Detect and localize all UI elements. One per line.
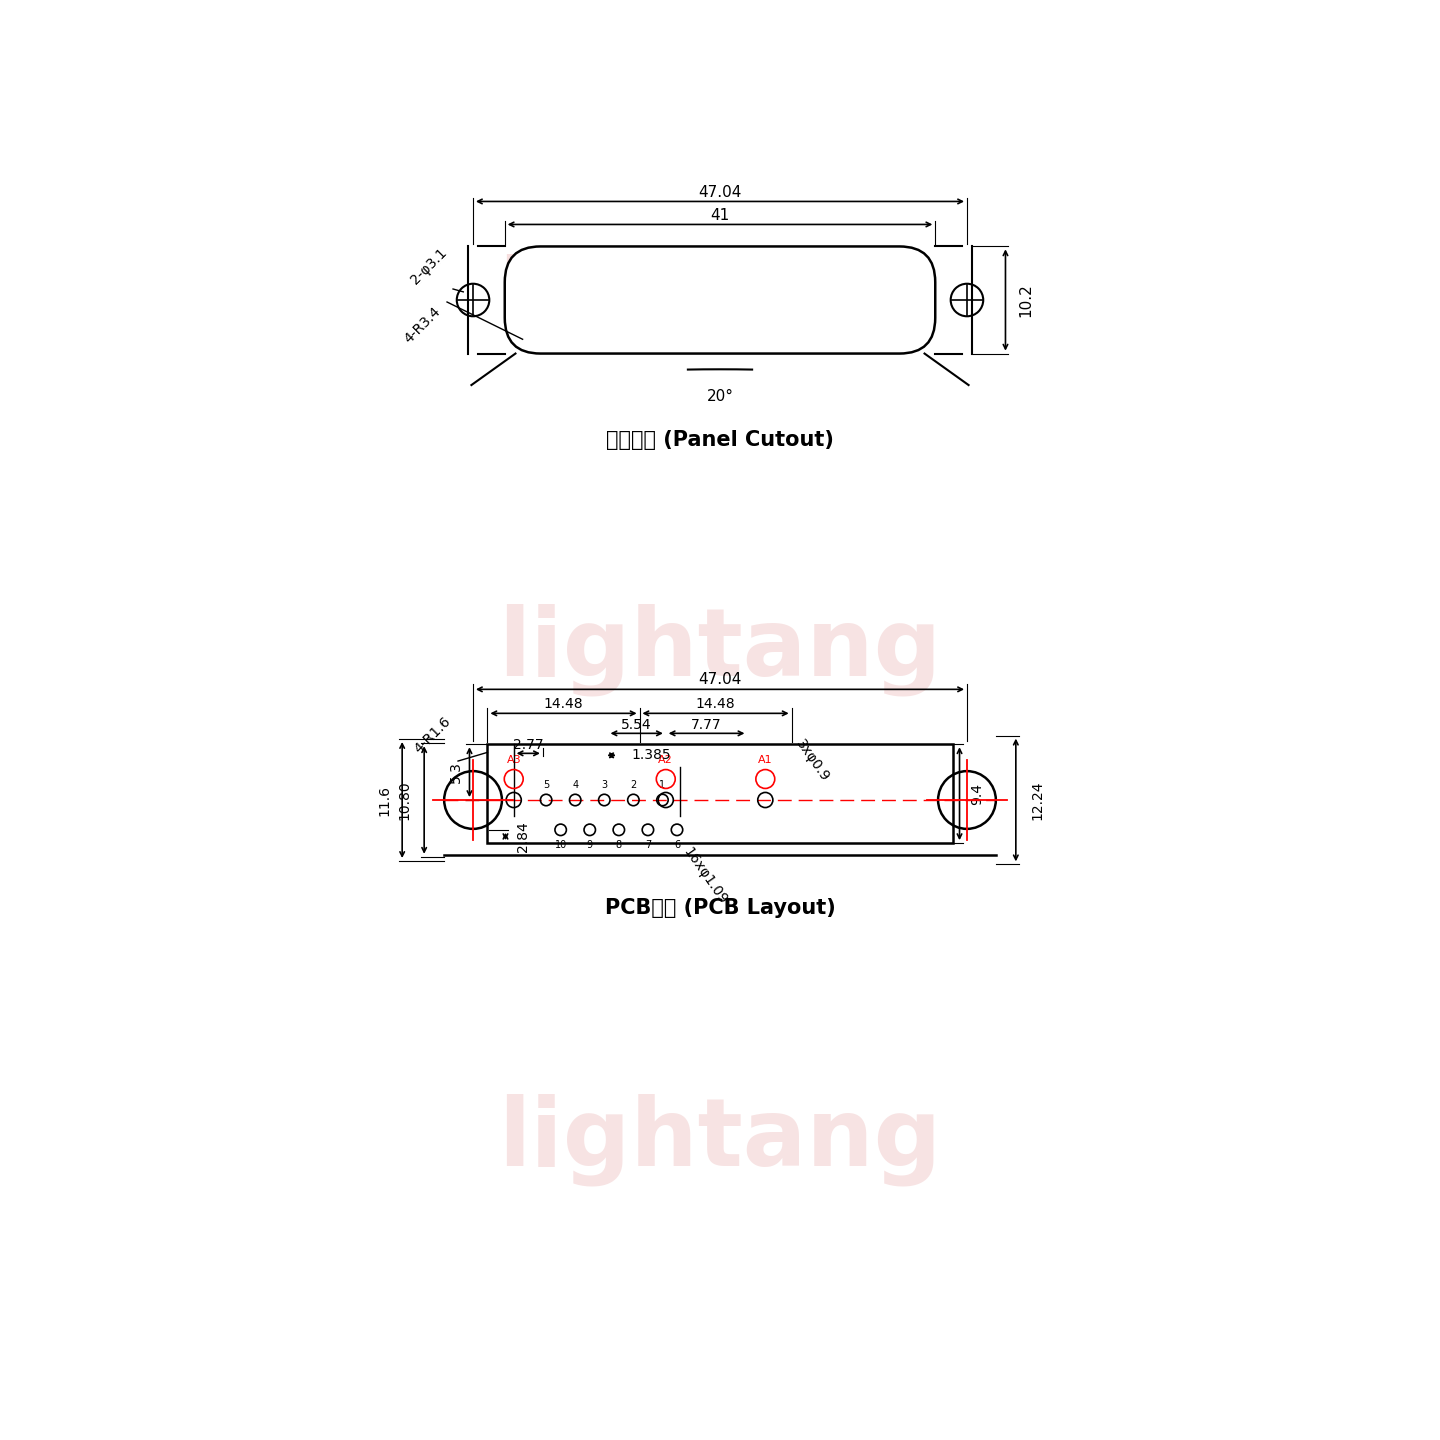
Text: 2-φ3.1: 2-φ3.1 — [409, 245, 451, 287]
Text: 1.385: 1.385 — [632, 749, 671, 762]
Text: 10: 10 — [554, 840, 567, 850]
Text: 10.2: 10.2 — [1018, 284, 1032, 317]
Text: lightang: lightang — [498, 253, 942, 346]
Text: 面板开孔 (Panel Cutout): 面板开孔 (Panel Cutout) — [606, 431, 834, 451]
Text: 9: 9 — [586, 840, 593, 850]
Text: 9.4: 9.4 — [971, 783, 985, 805]
FancyBboxPatch shape — [505, 246, 935, 354]
Text: 14.48: 14.48 — [544, 697, 583, 711]
Text: 4-R1.6: 4-R1.6 — [410, 714, 454, 756]
Text: 47.04: 47.04 — [698, 184, 742, 200]
Text: 2: 2 — [631, 780, 636, 791]
Text: A3: A3 — [507, 755, 521, 765]
Text: 12.24: 12.24 — [1031, 780, 1045, 819]
Text: 4-R3.4: 4-R3.4 — [402, 304, 444, 346]
Text: lightang: lightang — [498, 603, 942, 697]
Text: 6: 6 — [674, 840, 680, 850]
Text: 7: 7 — [645, 840, 651, 850]
Text: 10.80: 10.80 — [397, 780, 412, 819]
Text: 1: 1 — [660, 780, 665, 791]
Text: 20°: 20° — [707, 389, 733, 405]
Text: 41: 41 — [710, 207, 730, 223]
Text: 47.04: 47.04 — [698, 672, 742, 687]
Bar — [488, 744, 952, 842]
Text: 14.48: 14.48 — [696, 697, 736, 711]
Text: 8: 8 — [616, 840, 622, 850]
Text: 5: 5 — [543, 780, 549, 791]
Text: lightang: lightang — [498, 1094, 942, 1187]
Text: 4: 4 — [572, 780, 579, 791]
Text: A2: A2 — [658, 755, 672, 765]
Text: A1: A1 — [757, 755, 773, 765]
Text: 3xφ0.9: 3xφ0.9 — [793, 737, 832, 785]
Text: 3: 3 — [602, 780, 608, 791]
Text: 7.77: 7.77 — [691, 719, 721, 733]
Text: 5.54: 5.54 — [622, 719, 652, 733]
Text: 2.77: 2.77 — [513, 739, 543, 752]
Text: 2.84: 2.84 — [517, 821, 530, 852]
Text: 11.6: 11.6 — [377, 785, 392, 815]
Text: 5.3: 5.3 — [448, 762, 462, 783]
Text: PCB布局 (PCB Layout): PCB布局 (PCB Layout) — [605, 899, 835, 919]
Text: 16xφ1.09: 16xφ1.09 — [680, 845, 730, 907]
